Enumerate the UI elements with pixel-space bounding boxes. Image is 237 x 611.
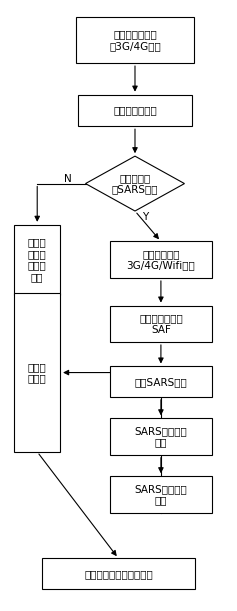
FancyBboxPatch shape [76,18,194,63]
Text: 最佳带宽的无线数据通信: 最佳带宽的无线数据通信 [84,569,153,579]
Text: N: N [64,174,72,185]
Text: 生成感知参数集
SAF: 生成感知参数集 SAF [139,313,183,335]
Text: 无线数
据通信: 无线数 据通信 [28,362,47,383]
FancyBboxPatch shape [110,476,212,513]
Text: 用户手动选择确
定3G/4G网络: 用户手动选择确 定3G/4G网络 [109,29,161,51]
Text: Y: Y [142,212,149,222]
FancyBboxPatch shape [110,367,212,397]
FancyBboxPatch shape [78,95,191,126]
Text: SARS进行资源
调度: SARS进行资源 调度 [135,484,187,505]
Polygon shape [86,156,184,211]
Text: 固定接
口式无
线网络
业务: 固定接 口式无 线网络 业务 [28,238,47,282]
Text: 搜索其他可选
3G/4G/Wifi网络: 搜索其他可选 3G/4G/Wifi网络 [127,249,195,271]
FancyBboxPatch shape [110,419,212,455]
FancyBboxPatch shape [110,306,212,342]
FancyBboxPatch shape [110,241,212,278]
FancyBboxPatch shape [42,558,195,589]
Text: 无线链路层连接: 无线链路层连接 [113,106,157,115]
FancyBboxPatch shape [14,225,60,295]
Text: 是否选择启
动SARS服务: 是否选择启 动SARS服务 [112,173,158,194]
Text: SARS进行资源
调度: SARS进行资源 调度 [135,426,187,447]
Text: 发出SARS请求: 发出SARS请求 [135,377,187,387]
FancyBboxPatch shape [14,293,60,452]
